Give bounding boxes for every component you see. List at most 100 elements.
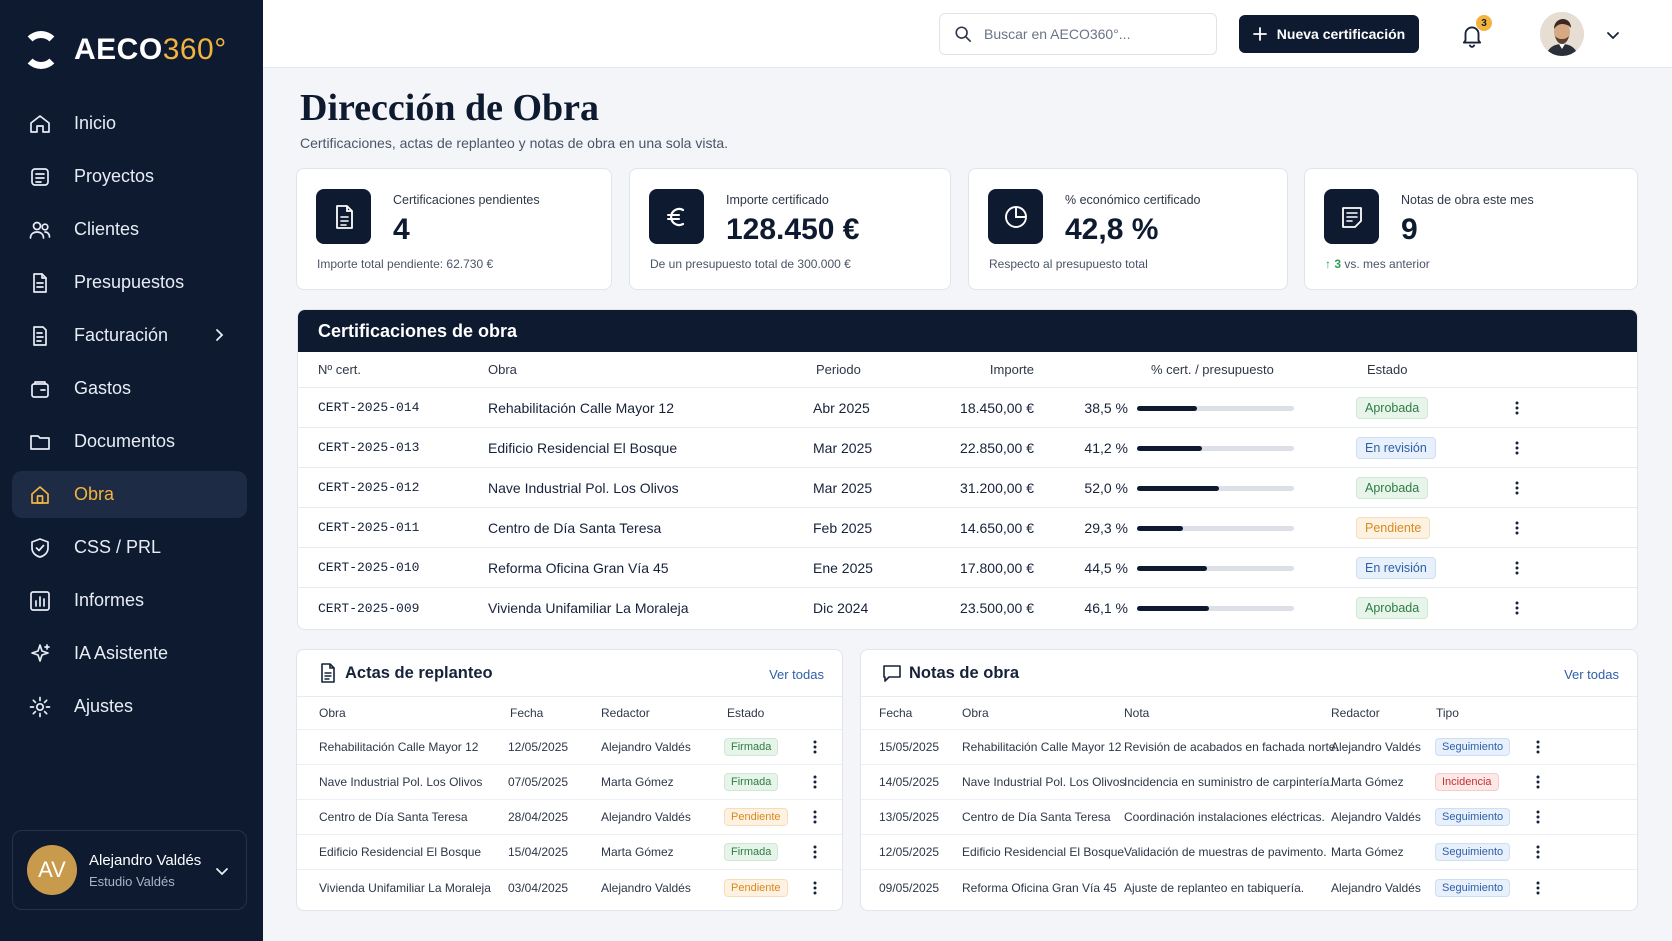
row-menu-button[interactable] (1509, 468, 1525, 507)
cert-importe: 18.450,00 € (960, 399, 1034, 416)
type-badge: Seguimiento (1435, 738, 1511, 756)
cert-number[interactable]: CERT-2025-013 (318, 440, 420, 455)
type-badge-cell: Seguimiento (1435, 870, 1511, 905)
page-subtitle: Certificaciones, actas de replanteo y no… (300, 135, 729, 151)
cert-pct: 46,1 % (1084, 600, 1128, 616)
notas-see-all-link[interactable]: Ver todas (1564, 667, 1619, 682)
sidebar-item-clientes[interactable]: Clientes (12, 206, 247, 253)
user-card[interactable]: AV Alejandro Valdés Estudio Valdés (12, 830, 247, 910)
document-icon (33, 272, 47, 293)
kpi-foot: Importe total pendiente: 62.730 € (317, 257, 494, 271)
search-input[interactable] (984, 26, 1194, 42)
status-badge: Pendiente (1356, 516, 1431, 539)
row-menu-button[interactable] (1509, 588, 1525, 628)
table-row[interactable]: 13/05/2025 Centro de Día Santa Teresa Co… (861, 800, 1637, 835)
table-row[interactable]: 15/05/2025 Rehabilitación Calle Mayor 12… (861, 730, 1637, 765)
table-row[interactable]: CERT-2025-014 Rehabilitación Calle Mayor… (298, 388, 1637, 428)
table-row[interactable]: CERT-2025-010 Reforma Oficina Gran Vía 4… (298, 548, 1637, 588)
cert-obra: Rehabilitación Calle Mayor 12 (488, 399, 674, 416)
acta-fecha: 12/05/2025 (508, 740, 569, 754)
row-menu-button[interactable] (807, 835, 823, 869)
status-badge-cell: Aprobada (1356, 388, 1429, 427)
sidebar-item-ia-asistente[interactable]: IA Asistente (12, 630, 247, 677)
sidebar-item-label: Proyectos (74, 166, 155, 186)
row-menu-button[interactable] (1509, 428, 1525, 467)
table-row[interactable]: 14/05/2025 Nave Industrial Pol. Los Oliv… (861, 765, 1637, 800)
sidebar-item-proyectos[interactable]: Proyectos (12, 153, 247, 200)
cert-number[interactable]: CERT-2025-012 (318, 480, 420, 495)
chevron-down-icon[interactable] (1605, 27, 1621, 43)
cert-periodo: Ene 2025 (813, 559, 873, 576)
sidebar-item-obra[interactable]: Obra (12, 471, 247, 518)
sidebar-item-label: Informes (74, 590, 145, 610)
sidebar-item-facturacion[interactable]: Facturación (12, 312, 247, 359)
table-row[interactable]: Rehabilitación Calle Mayor 12 12/05/2025… (297, 730, 842, 765)
table-row[interactable]: Vivienda Unifamiliar La Moraleja 03/04/2… (297, 870, 842, 905)
table-row[interactable]: Nave Industrial Pol. Los Olivos 07/05/20… (297, 765, 842, 800)
profile-avatar[interactable] (1540, 12, 1584, 56)
sidebar-item-ajustes[interactable]: Ajustes (12, 683, 247, 730)
status-badge: Aprobada (1356, 476, 1429, 499)
table-row[interactable]: CERT-2025-012 Nave Industrial Pol. Los O… (298, 468, 1637, 508)
kpi-label: Certificaciones pendientes (393, 193, 540, 207)
table-row[interactable]: Edificio Residencial El Bosque 15/04/202… (297, 835, 842, 870)
chart-icon (30, 590, 50, 611)
actas-see-all-link[interactable]: Ver todas (769, 667, 824, 682)
table-row[interactable]: CERT-2025-009 Vivienda Unifamiliar La Mo… (298, 588, 1637, 628)
cert-number[interactable]: CERT-2025-011 (318, 520, 420, 535)
euro-icon (649, 189, 704, 244)
acta-fecha: 15/04/2025 (508, 845, 569, 859)
status-badge-cell: Pendiente (1356, 508, 1431, 547)
logo-ring-icon (22, 31, 60, 69)
table-row[interactable]: 09/05/2025 Reforma Oficina Gran Vía 45 A… (861, 870, 1637, 905)
cert-number[interactable]: CERT-2025-014 (318, 400, 420, 415)
table-row[interactable]: 12/05/2025 Edificio Residencial El Bosqu… (861, 835, 1637, 870)
acta-obra: Rehabilitación Calle Mayor 12 (319, 740, 479, 754)
row-menu-button[interactable] (807, 870, 823, 905)
progress-bar (1137, 606, 1294, 611)
cert-number[interactable]: CERT-2025-009 (318, 600, 420, 616)
app-logo[interactable]: AECO360° (22, 28, 227, 72)
cert-number[interactable]: CERT-2025-010 (318, 560, 420, 575)
sidebar-item-presupuestos[interactable]: Presupuestos (12, 259, 247, 306)
row-menu-button[interactable] (1509, 508, 1525, 547)
sidebar-item-label: Presupuestos (74, 272, 185, 292)
row-menu-button[interactable] (1509, 388, 1525, 427)
table-row[interactable]: CERT-2025-011 Centro de Día Santa Teresa… (298, 508, 1637, 548)
more-vertical-icon (1536, 740, 1540, 754)
certifications-panel: Certificaciones de obra Nº cert. Obra Pe… (297, 309, 1638, 630)
sidebar-item-gastos[interactable]: Gastos (12, 365, 247, 412)
col-redactor: Redactor (601, 706, 650, 720)
nota-obra: Edificio Residencial El Bosque (962, 845, 1125, 859)
row-menu-button[interactable] (1530, 835, 1546, 869)
table-row[interactable]: CERT-2025-013 Edificio Residencial El Bo… (298, 428, 1637, 468)
sidebar-item-inicio[interactable]: Inicio (12, 100, 247, 147)
row-menu-button[interactable] (1530, 765, 1546, 799)
progress-bar (1137, 566, 1294, 571)
new-certification-button[interactable]: Nueva certificación (1239, 15, 1419, 53)
nota-redactor: Alejandro Valdés (1331, 810, 1421, 824)
more-vertical-icon (1536, 881, 1540, 894)
row-menu-button[interactable] (1530, 870, 1546, 905)
sidebar-item-informes[interactable]: Informes (12, 577, 247, 624)
more-vertical-icon (1536, 810, 1540, 824)
sidebar-item-documentos[interactable]: Documentos (12, 418, 247, 465)
certifications-title: Certificaciones de obra (298, 310, 1637, 352)
page-title: Dirección de Obra (300, 87, 600, 129)
row-menu-button[interactable] (807, 800, 823, 834)
row-menu-button[interactable] (1530, 800, 1546, 834)
row-menu-button[interactable] (807, 730, 823, 764)
table-header: Obra Fecha Redactor Estado (297, 697, 842, 730)
sidebar-item-css-prl[interactable]: CSS / PRL (12, 524, 247, 571)
sidebar-item-label: Gastos (74, 378, 132, 398)
table-row[interactable]: Centro de Día Santa Teresa 28/04/2025 Al… (297, 800, 842, 835)
row-menu-button[interactable] (1530, 730, 1546, 764)
more-vertical-icon (1515, 561, 1519, 574)
kpi-label: % económico certificado (1065, 193, 1201, 207)
bell-icon[interactable] (1459, 22, 1485, 48)
user-name: Alejandro Valdés (89, 851, 202, 869)
row-menu-button[interactable] (807, 765, 823, 799)
search-box[interactable] (939, 13, 1217, 55)
row-menu-button[interactable] (1509, 548, 1525, 587)
progress-fill (1137, 446, 1202, 451)
